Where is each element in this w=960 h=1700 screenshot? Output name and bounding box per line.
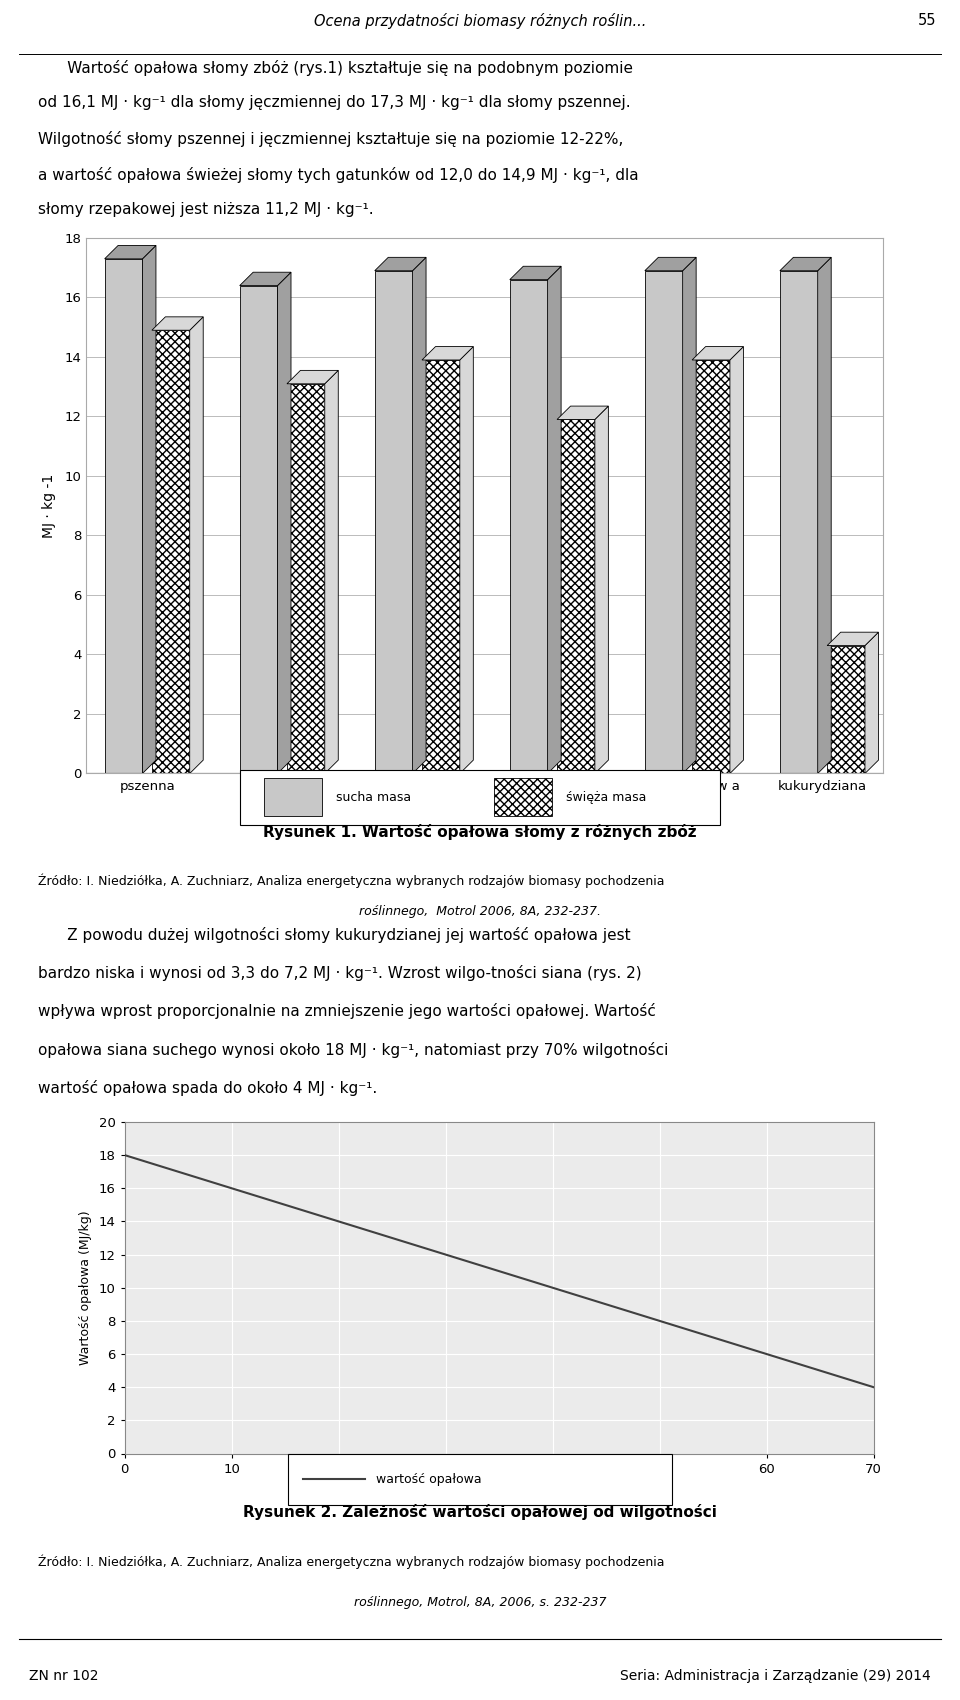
Polygon shape [692,360,730,774]
Polygon shape [595,406,609,774]
Text: bardzo niska i wynosi od 3,3 do 7,2 MJ · kg⁻¹. Wzrost wilgo-tności siana (rys. 2: bardzo niska i wynosi od 3,3 do 7,2 MJ ·… [38,966,642,981]
Text: Seria: Administracja i Zarządzanie (29) 2014: Seria: Administracja i Zarządzanie (29) … [620,1668,931,1683]
Text: wartość opałowa: wartość opałowa [376,1472,482,1486]
Text: Wilgotność słomy pszennej i jęczmiennej kształtuje się na poziomie 12-22%,: Wilgotność słomy pszennej i jęczmiennej … [38,131,624,146]
Text: Wartość opałowa słomy zbóż (rys.1) kształtuje się na podobnym poziomie: Wartość opałowa słomy zbóż (rys.1) kszta… [38,60,634,75]
X-axis label: Wilgotność (%): Wilgotność (%) [447,1482,551,1498]
Text: wartość opałowa spada do około 4 MJ · kg⁻¹.: wartość opałowa spada do około 4 MJ · kg… [38,1080,377,1096]
Polygon shape [510,267,561,279]
Y-axis label: MJ · kg -1: MJ · kg -1 [42,474,57,537]
Polygon shape [865,632,878,774]
Polygon shape [374,270,413,774]
Text: ZN nr 102: ZN nr 102 [29,1668,98,1683]
Polygon shape [645,270,683,774]
Text: Rysunek 1. Wartość opałowa słomy z różnych zbóż: Rysunek 1. Wartość opałowa słomy z różny… [263,824,697,840]
Polygon shape [557,420,595,774]
Polygon shape [460,347,473,774]
Polygon shape [510,279,547,774]
Text: opałowa siana suchego wynosi około 18 MJ · kg⁻¹, natomiast przy 70% wilgotności: opałowa siana suchego wynosi około 18 MJ… [38,1042,669,1057]
Text: wpływa wprost proporcjonalnie na zmniejszenie jego wartości opałowej. Wartość: wpływa wprost proporcjonalnie na zmniejs… [38,1003,657,1020]
Polygon shape [190,316,204,774]
Polygon shape [105,245,156,258]
Polygon shape [557,406,609,420]
Text: roślinnego, Motrol, 8A, 2006, s. 232-237: roślinnego, Motrol, 8A, 2006, s. 232-237 [353,1596,607,1610]
Polygon shape [780,270,818,774]
Text: sucha masa: sucha masa [336,790,411,804]
Polygon shape [374,257,426,270]
Polygon shape [547,267,561,774]
Polygon shape [692,347,743,360]
Polygon shape [683,257,696,774]
Polygon shape [105,258,142,774]
Text: Źródło: I. Niedziółka, A. Zuchniarz, Analiza energetyczna wybranych rodzajów bio: Źródło: I. Niedziółka, A. Zuchniarz, Ana… [38,1554,665,1569]
FancyBboxPatch shape [288,1454,672,1504]
Text: Z powodu dużej wilgotności słomy kukurydzianej jej wartość opałowa jest: Z powodu dużej wilgotności słomy kukuryd… [38,927,631,942]
Text: roślinnego,  Motrol 2006, 8A, 232-237.: roślinnego, Motrol 2006, 8A, 232-237. [359,906,601,918]
FancyBboxPatch shape [264,779,322,816]
FancyBboxPatch shape [494,779,552,816]
Text: od 16,1 MJ · kg⁻¹ dla słomy jęczmiennej do 17,3 MJ · kg⁻¹ dla słomy pszennej.: od 16,1 MJ · kg⁻¹ dla słomy jęczmiennej … [38,95,631,110]
Polygon shape [287,384,324,774]
Polygon shape [413,257,426,774]
Polygon shape [277,272,291,774]
Polygon shape [152,316,204,330]
Text: święża masa: święża masa [566,790,647,804]
Text: Rysunek 2. Zależność wartości opałowej od wilgotności: Rysunek 2. Zależność wartości opałowej o… [243,1504,717,1520]
Polygon shape [287,371,338,384]
FancyBboxPatch shape [240,770,720,824]
Polygon shape [645,257,696,270]
Text: 55: 55 [918,14,936,29]
Polygon shape [324,371,338,774]
Polygon shape [240,272,291,286]
Polygon shape [818,257,831,774]
Polygon shape [828,632,878,646]
Polygon shape [142,245,156,774]
Polygon shape [828,646,865,774]
Text: Ocena przydatności biomasy różnych roślin...: Ocena przydatności biomasy różnych rośli… [314,14,646,29]
Text: Źródło: I. Niedziółka, A. Zuchniarz, Analiza energetyczna wybranych rodzajów bio: Źródło: I. Niedziółka, A. Zuchniarz, Ana… [38,874,665,887]
Polygon shape [422,347,473,360]
Text: a wartość opałowa świeżej słomy tych gatunków od 12,0 do 14,9 MJ · kg⁻¹, dla: a wartość opałowa świeżej słomy tych gat… [38,167,639,182]
Polygon shape [152,330,190,774]
Y-axis label: Wartość opałowa (MJ/kg): Wartość opałowa (MJ/kg) [79,1210,92,1365]
Polygon shape [780,257,831,270]
Polygon shape [422,360,460,774]
Polygon shape [240,286,277,774]
Text: słomy rzepakowej jest niższa 11,2 MJ · kg⁻¹.: słomy rzepakowej jest niższa 11,2 MJ · k… [38,202,374,218]
Polygon shape [730,347,743,774]
